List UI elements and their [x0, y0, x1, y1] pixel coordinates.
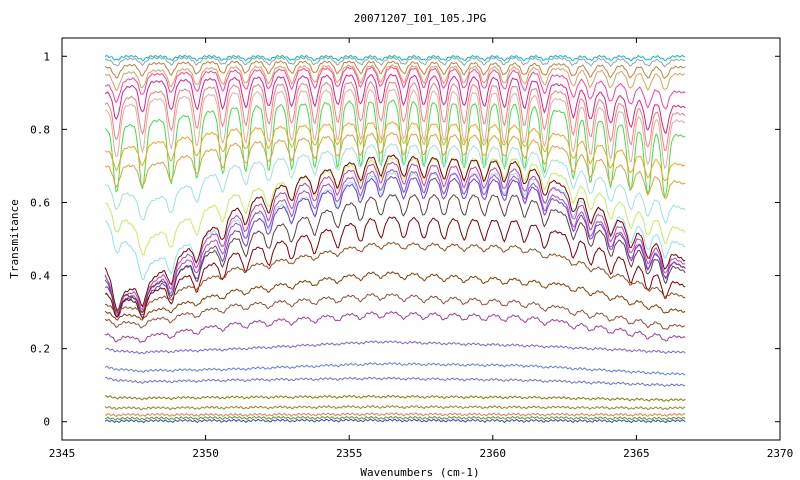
series-line — [104, 81, 686, 151]
y-tick-label: 0 — [43, 416, 50, 429]
x-tick-label: 2365 — [623, 447, 650, 460]
series-line — [104, 376, 686, 388]
series-line — [104, 216, 686, 319]
x-tick-label: 2350 — [192, 447, 219, 460]
series-line — [104, 73, 686, 135]
y-axis-label: Transmitance — [8, 199, 21, 278]
x-tick-label: 2355 — [336, 447, 363, 460]
x-tick-label: 2370 — [767, 447, 794, 460]
series-line — [104, 394, 686, 402]
plot-frame — [61, 37, 781, 441]
y-tick-label: 0.4 — [30, 270, 50, 283]
x-tick-label: 2360 — [480, 447, 507, 460]
series-line — [104, 54, 686, 62]
series-layer — [104, 54, 686, 424]
series-line — [104, 404, 686, 411]
series-line — [104, 310, 686, 343]
series-line — [104, 340, 686, 355]
series-line — [104, 120, 686, 182]
series-line — [104, 56, 686, 68]
series-line — [104, 361, 686, 376]
series-line — [104, 161, 686, 316]
y-axis-ticks: 0 0.2 0.4 0.6 0.8 1 — [30, 50, 780, 429]
series-line — [104, 175, 686, 318]
x-tick-label: 2345 — [49, 447, 76, 460]
chart-title: 20071207_I01_105.JPG — [354, 12, 486, 25]
x-axis-label: Wavenumbers (cm-1) — [360, 466, 479, 479]
series-line — [105, 241, 686, 314]
series-line — [104, 64, 686, 92]
y-tick-label: 0.2 — [30, 343, 50, 356]
series-line — [104, 88, 686, 170]
y-tick-label: 0.8 — [30, 123, 50, 136]
series-line — [104, 132, 686, 200]
series-line — [104, 293, 686, 331]
y-tick-label: 0.6 — [30, 196, 50, 209]
series-line — [104, 418, 686, 424]
series-line — [104, 169, 686, 318]
series-line — [104, 66, 686, 110]
series-line — [104, 99, 686, 199]
series-line — [104, 412, 686, 418]
series-line — [105, 142, 686, 225]
series-line — [104, 415, 686, 421]
series-line — [104, 60, 686, 80]
x-axis-ticks: 2345 2350 2355 2360 2365 2370 — [49, 38, 794, 460]
y-tick-label: 1 — [43, 50, 50, 63]
series-line — [104, 194, 686, 314]
series-line — [105, 157, 686, 256]
series-line — [104, 271, 686, 321]
series-line — [104, 154, 686, 312]
